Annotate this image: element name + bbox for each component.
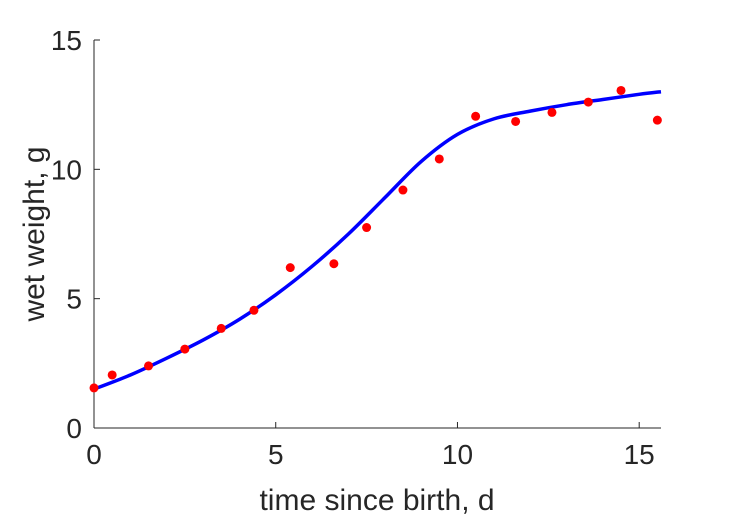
y-tick-label: 10 [51, 154, 82, 185]
data-point [616, 85, 626, 95]
x-axis-title: time since birth, d [259, 484, 494, 517]
points-layer [89, 85, 662, 393]
data-point [216, 323, 226, 333]
x-tick-label: 10 [442, 439, 473, 470]
data-point [362, 223, 372, 233]
data-point [107, 370, 117, 380]
curve-layer [93, 89, 662, 391]
data-point [398, 185, 408, 195]
data-point [329, 259, 339, 269]
data-point [249, 305, 259, 315]
ticks: 0 5 10 15 0 5 10 15 [51, 25, 655, 470]
y-tick-label: 15 [51, 25, 82, 56]
x-tick-label: 5 [268, 439, 284, 470]
data-point [434, 154, 444, 164]
x-tick-label: 0 [86, 439, 102, 470]
y-tick-label: 0 [66, 413, 82, 444]
axes [93, 40, 661, 429]
data-point [471, 111, 481, 121]
data-point [511, 116, 521, 126]
y-tick-label: 5 [66, 284, 82, 315]
data-point [652, 115, 662, 125]
data-point [180, 344, 190, 354]
data-point [89, 383, 99, 393]
y-axis-title: wet weight, g [18, 146, 51, 322]
x-tick-label: 15 [624, 439, 655, 470]
data-point [144, 361, 154, 371]
data-point [547, 107, 557, 117]
fit-curve [93, 89, 662, 391]
data-point [285, 263, 295, 273]
data-point [583, 97, 593, 107]
